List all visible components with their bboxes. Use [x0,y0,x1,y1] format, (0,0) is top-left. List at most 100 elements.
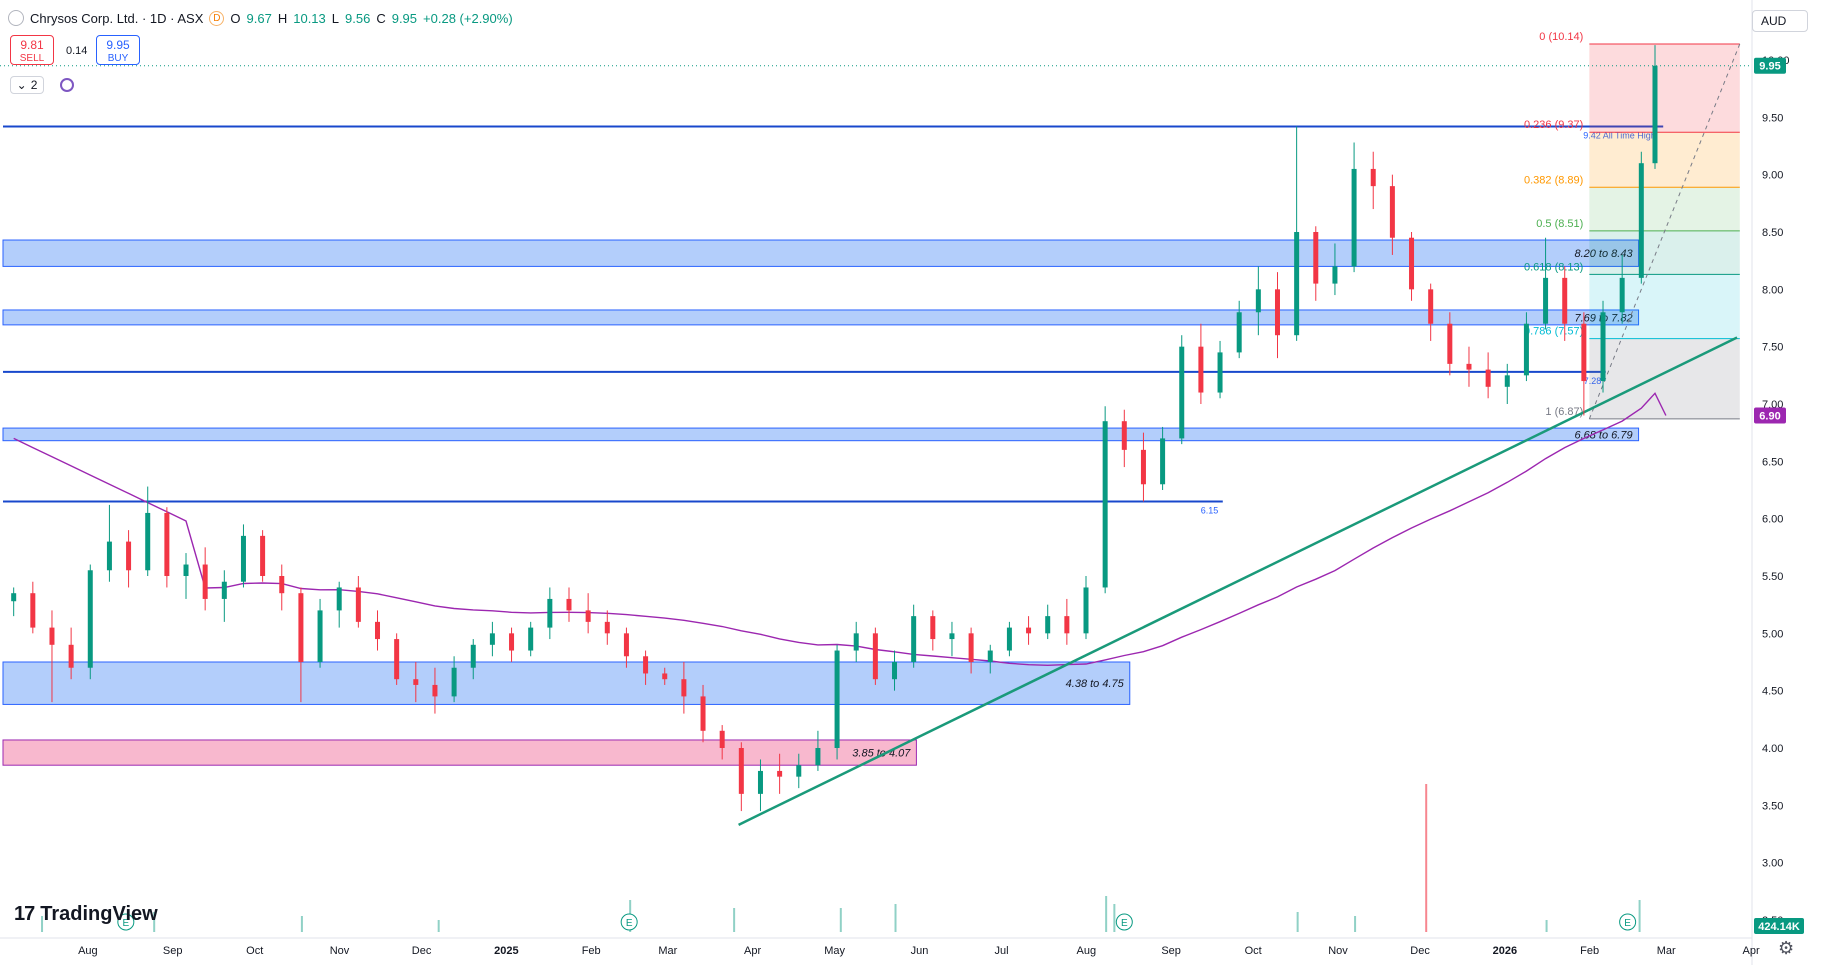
candle-body-46 [892,662,898,680]
high-label: H [277,10,288,26]
x-tick-6: Feb [582,945,601,957]
symbol-logo-icon [8,10,24,26]
candle-body-0 [11,593,17,602]
candle-body-43 [834,650,840,748]
zone-3 [2,661,1131,705]
x-tick-20: Apr [1742,945,1759,957]
candle-body-33 [643,656,649,674]
ma-price-tag [1754,407,1786,424]
volume-bar-7 [41,916,44,932]
candle-body-85 [1638,163,1644,278]
y-tick-2: 3.50 [1762,800,1783,812]
currency-selector[interactable]: AUD [1752,10,1808,32]
sell-button[interactable]: 9.81 SELL [10,35,54,65]
candle-body-26 [509,633,515,651]
candle-body-67 [1294,232,1300,336]
fib-band-2 [1589,187,1740,231]
zone-label-0: 8.20 to 8.43 [1574,248,1633,260]
zone-1 [2,309,1640,326]
fib-band-0 [1589,43,1740,133]
fib-band-3 [1589,230,1740,275]
candle-body-39 [757,770,763,794]
sync-icon[interactable] [60,78,74,92]
candle-body-62 [1198,346,1204,393]
buy-button[interactable]: 9.95 BUY [96,35,140,65]
level-label-2: 6.15 [1201,505,1219,515]
support-trendline [738,336,1738,826]
candle-body-29 [566,598,572,611]
candle-body-69 [1332,266,1338,284]
candle-body-66 [1274,289,1280,336]
candle-body-21 [413,679,419,685]
earnings-marker-2 [1115,913,1133,931]
volume-tag [1754,918,1804,934]
fib-trend-dashed [1588,43,1741,420]
candle-body-4 [87,570,93,668]
earnings-marker-label-1: E [626,918,633,929]
y-tick-6: 5.50 [1762,571,1783,583]
candle-body-40 [777,770,783,777]
symbol-title[interactable]: Chrysos Corp. Ltd. · 1D · ASX [30,10,204,26]
volume-bar-9 [300,916,303,932]
tradingview-mark-icon: 17 [14,903,35,925]
tradingview-logo[interactable]: 17 TradingView [14,903,158,926]
candle-body-31 [604,621,610,634]
data-status-badge[interactable]: D [209,10,225,26]
candle-body-10 [202,564,208,599]
close-value: 9.95 [391,10,418,26]
volume-bar-5 [1425,784,1428,932]
volume-bar-14 [1545,920,1548,932]
fib-label-4: 0.618 (8.13) [1524,261,1583,273]
volume-bar-2 [894,904,897,932]
x-tick-9: May [824,945,845,957]
brand-name: TradingView [40,903,158,925]
fib-label-6: 1 (6.87) [1545,406,1583,418]
volume-bar-3 [1105,896,1108,932]
x-tick-12: Aug [1077,945,1097,957]
zone-label-3: 4.38 to 4.75 [1066,678,1125,690]
last-price-tag-label: 9.95 [1759,61,1780,73]
gear-icon[interactable]: ⚙ [1778,938,1795,958]
fib-label-5: 0.786 (7.57) [1524,326,1583,338]
candle-body-22 [432,684,438,697]
fib-label-1: 0.236 (9.37) [1524,119,1583,131]
volume-bar-8 [153,912,156,932]
volume-bar-12 [1296,912,1299,932]
x-tick-10: Jun [911,945,929,957]
candle-body-36 [700,696,706,731]
y-tick-10: 7.50 [1762,342,1783,354]
candle-body-45 [872,633,878,680]
candle-body-80 [1543,277,1549,324]
candle-body-60 [1160,438,1166,485]
x-tick-4: Dec [412,945,432,957]
volume-bar-10 [437,920,440,932]
candle-body-25 [489,633,495,645]
candle-body-5 [106,541,112,571]
fib-band-4 [1589,274,1740,339]
x-tick-11: Jul [994,945,1008,957]
candle-body-20 [394,639,400,680]
candle-body-30 [585,610,591,622]
indicators-toggle[interactable]: ⌄ 2 [10,76,44,94]
sell-price: 9.81 [20,38,44,52]
earnings-marker-label-2: E [1121,918,1128,929]
candle-body-19 [375,621,381,640]
x-tick-8: Apr [744,945,761,957]
candle-body-75 [1447,323,1453,364]
candle-body-50 [968,633,974,662]
volume-bar-6 [1638,900,1641,932]
candle-body-11 [221,581,227,599]
chevron-down-icon: ⌄ [16,78,27,92]
zone-label-2: 6.68 to 6.79 [1574,429,1632,441]
volume-bar-4 [1113,904,1116,932]
candle-body-9 [183,564,189,576]
fib-label-2: 0.382 (8.89) [1524,174,1583,186]
candle-body-16 [317,610,323,662]
zone-4 [2,739,917,766]
x-tick-3: Nov [330,945,350,957]
earnings-marker-1 [620,913,638,931]
volume-bar-1 [839,908,842,932]
candle-body-83 [1600,312,1606,382]
candle-body-51 [987,650,993,662]
